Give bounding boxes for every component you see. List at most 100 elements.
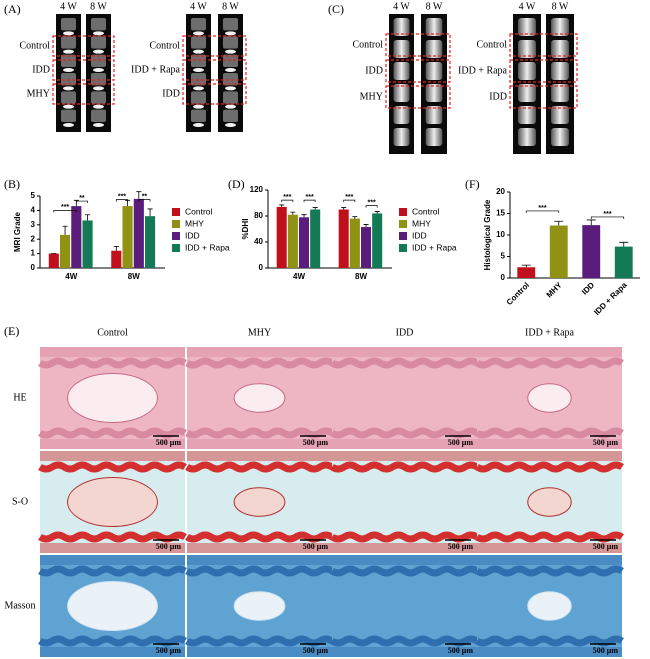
error-bar xyxy=(619,241,629,247)
significance-label: *** xyxy=(538,205,546,212)
error-bar xyxy=(554,220,564,226)
significance-label: *** xyxy=(61,204,69,211)
error-bar xyxy=(301,214,307,218)
bone xyxy=(477,451,622,461)
roi-box xyxy=(509,59,578,83)
significance-bracket xyxy=(53,210,77,213)
endplate xyxy=(475,461,624,473)
legend-label: IDD + Rapa xyxy=(412,242,457,252)
error-bar xyxy=(62,225,68,235)
significance-bracket xyxy=(303,199,316,203)
endplate xyxy=(475,427,624,439)
bar xyxy=(517,267,536,278)
endplate xyxy=(330,531,479,543)
significance-bracket xyxy=(525,210,560,213)
row-label: IDD xyxy=(32,64,50,75)
significance-bracket xyxy=(590,216,625,219)
bone xyxy=(187,347,332,357)
vertebra xyxy=(425,18,443,36)
scale-bar-label: 500 μm xyxy=(593,542,619,551)
nucleus-pulposus xyxy=(67,373,158,423)
row-label: IDD xyxy=(489,91,507,102)
endplate xyxy=(330,427,479,439)
significance-label: ** xyxy=(79,195,85,202)
vertebra xyxy=(518,106,536,124)
vertebra xyxy=(551,62,569,80)
row-label: HE xyxy=(13,392,26,403)
roi-box xyxy=(182,83,247,105)
vertebra xyxy=(518,84,536,102)
nucleus-pulposus xyxy=(233,487,286,517)
x-tick-label: IDD xyxy=(580,280,596,296)
scale-bar-label: 500 μm xyxy=(303,646,329,655)
bar xyxy=(111,250,122,268)
bone xyxy=(477,543,622,553)
panel-label: (A) xyxy=(4,2,21,16)
bone xyxy=(40,347,185,357)
legend-label: IDD xyxy=(412,230,427,240)
vertebra xyxy=(191,91,206,104)
panel-label: (E) xyxy=(4,324,19,338)
disc xyxy=(93,123,104,127)
disc xyxy=(93,31,104,36)
significance-label: *** xyxy=(603,211,611,218)
significance-label: *** xyxy=(345,194,353,201)
endplate xyxy=(38,531,187,543)
vertebra xyxy=(91,18,106,31)
disc xyxy=(63,68,74,72)
endplate xyxy=(38,357,187,369)
nucleus-pulposus xyxy=(67,581,158,631)
y-tick-label: 0 xyxy=(31,263,36,272)
legend-label: MHY xyxy=(412,218,431,228)
bar xyxy=(372,213,383,268)
significance-bracket xyxy=(115,199,128,202)
vertebra xyxy=(223,91,238,104)
vertebra xyxy=(551,84,569,102)
row-label: MHY xyxy=(27,88,50,99)
vertebra xyxy=(61,18,76,31)
error-bar xyxy=(341,207,347,210)
nucleus-pulposus xyxy=(527,487,572,517)
panel-label: (D) xyxy=(228,177,245,191)
endplate xyxy=(330,357,479,369)
bone xyxy=(332,439,477,449)
x-tick-label: 4W xyxy=(65,272,77,281)
vertebra xyxy=(91,73,106,86)
nucleus-pulposus xyxy=(233,383,286,413)
bone xyxy=(332,647,477,657)
legend-label: MHY xyxy=(185,218,204,228)
significance-bracket xyxy=(75,200,88,204)
nucleus-pulposus xyxy=(233,591,286,621)
endplate xyxy=(185,357,334,369)
x-tick-label: IDD + Rapa xyxy=(592,280,629,317)
column-label: IDD + Rapa xyxy=(525,327,575,338)
scale-bar-label: 500 μm xyxy=(448,542,474,551)
endplate xyxy=(185,565,334,577)
vertebra xyxy=(91,54,106,67)
legend-swatch xyxy=(172,232,180,240)
disc xyxy=(63,104,74,109)
disc xyxy=(193,49,204,54)
endplate xyxy=(38,427,187,439)
error-bar xyxy=(586,219,596,226)
vertebra xyxy=(223,109,238,122)
endplate xyxy=(475,531,624,543)
legend-label: Control xyxy=(412,206,440,216)
legend-label: IDD xyxy=(185,230,200,240)
endplate xyxy=(185,635,334,647)
vertebra xyxy=(91,109,106,122)
bone xyxy=(477,555,622,565)
legend-swatch xyxy=(172,208,180,216)
disc xyxy=(225,49,236,54)
bar xyxy=(361,227,372,268)
bar xyxy=(338,209,349,268)
error-bar xyxy=(279,204,285,207)
vertebra xyxy=(191,18,206,31)
column-label: Control xyxy=(97,327,128,338)
scale-bar-label: 500 μm xyxy=(593,438,619,447)
row-label: MHY xyxy=(360,91,383,102)
bone xyxy=(40,555,185,565)
scale-bar-label: 500 μm xyxy=(156,438,182,447)
vertebra xyxy=(61,73,76,86)
vertebra xyxy=(61,91,76,104)
